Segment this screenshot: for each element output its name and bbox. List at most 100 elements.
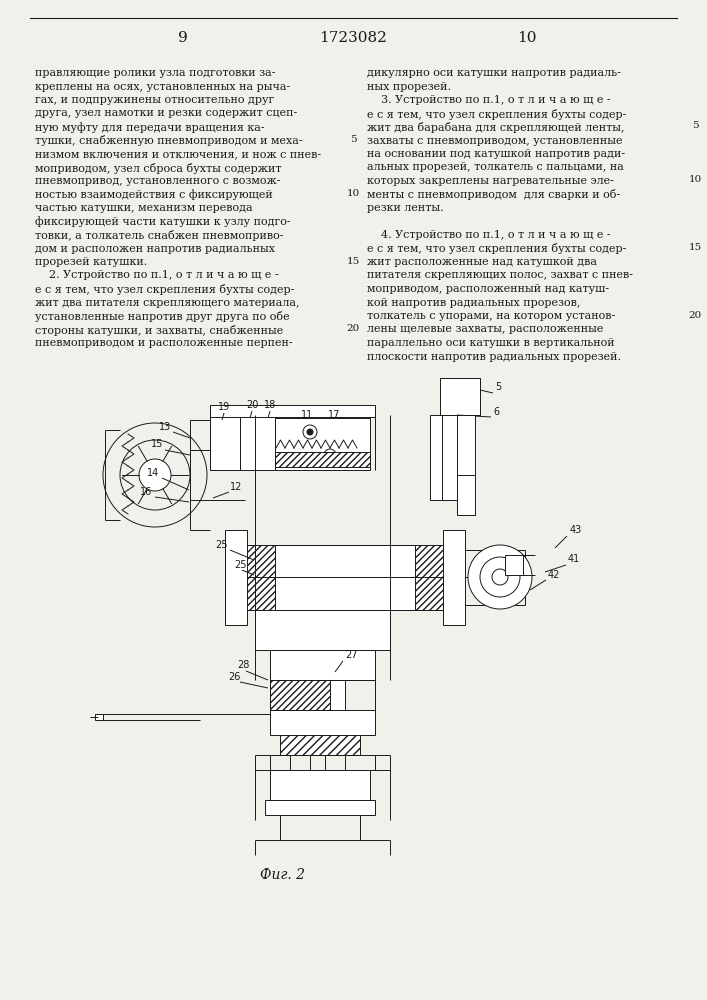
Text: жит расположенные над катушкой два: жит расположенные над катушкой два: [367, 257, 597, 267]
Bar: [240, 415, 275, 470]
Circle shape: [303, 425, 317, 439]
Text: прорезей катушки.: прорезей катушки.: [35, 257, 147, 267]
Text: 20: 20: [346, 324, 360, 333]
Text: 9: 9: [178, 31, 188, 45]
Bar: [275, 452, 370, 467]
Text: низмом включения и отключения, и нож с пнев-: низмом включения и отключения, и нож с п…: [35, 149, 321, 159]
Text: 20: 20: [689, 310, 701, 320]
Bar: [270, 710, 375, 735]
Text: 1723082: 1723082: [319, 31, 387, 45]
Bar: [440, 378, 480, 415]
Circle shape: [492, 569, 508, 585]
Text: правляющие ролики узла подготовки за-: правляющие ролики узла подготовки за-: [35, 68, 276, 78]
Text: 19: 19: [218, 402, 230, 412]
Bar: [270, 650, 375, 680]
Text: 10: 10: [346, 189, 360, 198]
Bar: [210, 405, 375, 417]
Text: друга, узел намотки и резки содержит сцеп-: друга, узел намотки и резки содержит сце…: [35, 108, 297, 118]
Circle shape: [307, 429, 313, 435]
Text: 16: 16: [140, 487, 152, 497]
Bar: [280, 735, 360, 755]
Text: моприводом, расположенный над катуш-: моприводом, расположенный над катуш-: [367, 284, 609, 294]
Text: е с я тем, что узел скрепления бухты содер-: е с я тем, что узел скрепления бухты сод…: [35, 284, 294, 295]
Text: ную муфту для передачи вращения ка-: ную муфту для передачи вращения ка-: [35, 122, 264, 133]
Text: 43: 43: [570, 525, 583, 535]
Text: параллельно оси катушки в вертикальной: параллельно оси катушки в вертикальной: [367, 338, 614, 348]
Text: гах, и подпружинены относительно друг: гах, и подпружинены относительно друг: [35, 95, 274, 105]
Text: 5: 5: [350, 135, 356, 144]
Text: е с я тем, что узел скрепления бухты содер-: е с я тем, что узел скрепления бухты сод…: [367, 108, 626, 119]
Text: пневмоприводом и расположенные перпен-: пневмоприводом и расположенные перпен-: [35, 338, 293, 348]
Text: 15: 15: [346, 256, 360, 265]
Text: 42: 42: [548, 570, 561, 580]
Text: 20: 20: [246, 400, 258, 410]
Text: ных прорезей.: ных прорезей.: [367, 82, 451, 92]
Text: 10: 10: [689, 176, 701, 184]
Text: моприводом, узел сброса бухты содержит: моприводом, узел сброса бухты содержит: [35, 162, 281, 174]
Text: жит два питателя скрепляющего материала,: жит два питателя скрепляющего материала,: [35, 298, 300, 308]
Bar: [270, 680, 375, 710]
Text: 14: 14: [147, 468, 159, 478]
Text: частью катушки, механизм перевода: частью катушки, механизм перевода: [35, 203, 252, 213]
Circle shape: [480, 557, 520, 597]
Bar: [505, 555, 523, 575]
Text: 18: 18: [264, 400, 276, 410]
Bar: [255, 610, 390, 650]
Text: 11: 11: [301, 410, 313, 420]
Text: 5: 5: [495, 382, 501, 392]
Bar: [330, 680, 345, 710]
Bar: [210, 415, 240, 470]
Text: стороны катушки, и захваты, снабженные: стороны катушки, и захваты, снабженные: [35, 324, 284, 336]
Bar: [275, 418, 370, 470]
Bar: [457, 415, 475, 475]
Text: жит два барабана для скрепляющей ленты,: жит два барабана для скрепляющей ленты,: [367, 122, 624, 133]
Text: 25: 25: [234, 560, 247, 570]
Text: на основании под катушкой напротив ради-: на основании под катушкой напротив ради-: [367, 149, 625, 159]
Text: лены щелевые захваты, расположенные: лены щелевые захваты, расположенные: [367, 324, 603, 334]
Text: которых закреплены нагревательные эле-: которых закреплены нагревательные эле-: [367, 176, 614, 186]
Text: захваты с пневмоприводом, установленные: захваты с пневмоприводом, установленные: [367, 135, 622, 145]
Text: креплены на осях, установленных на рыча-: креплены на осях, установленных на рыча-: [35, 82, 291, 92]
Text: резки ленты.: резки ленты.: [367, 203, 443, 213]
Text: альных прорезей, толкатель с пальцами, на: альных прорезей, толкатель с пальцами, н…: [367, 162, 624, 172]
Bar: [95, 714, 103, 720]
Circle shape: [468, 545, 532, 609]
Circle shape: [324, 449, 336, 461]
Text: 28: 28: [237, 660, 250, 670]
Bar: [245, 545, 275, 610]
Text: 3. Устройство по п.1, о т л и ч а ю щ е -: 3. Устройство по п.1, о т л и ч а ю щ е …: [367, 95, 611, 105]
Bar: [270, 755, 375, 770]
Bar: [270, 680, 330, 710]
Bar: [442, 415, 457, 500]
Text: 17: 17: [328, 410, 340, 420]
Bar: [430, 415, 442, 500]
Text: 27: 27: [345, 650, 358, 660]
Circle shape: [139, 459, 171, 491]
Text: 6: 6: [493, 407, 499, 417]
Circle shape: [327, 452, 332, 458]
Text: установленные напротив друг друга по обе: установленные напротив друг друга по обе: [35, 311, 290, 322]
Text: 25: 25: [216, 540, 228, 550]
Text: дом и расположен напротив радиальных: дом и расположен напротив радиальных: [35, 243, 275, 253]
Text: 4. Устройство по п.1, о т л и ч а ю щ е -: 4. Устройство по п.1, о т л и ч а ю щ е …: [367, 230, 611, 240]
Text: 2. Устройство по п.1, о т л и ч а ю щ е -: 2. Устройство по п.1, о т л и ч а ю щ е …: [35, 270, 279, 280]
Text: 12: 12: [230, 482, 243, 492]
Text: плоскости напротив радиальных прорезей.: плоскости напротив радиальных прорезей.: [367, 352, 621, 361]
Text: ностью взаимодействия с фиксирующей: ностью взаимодействия с фиксирующей: [35, 190, 273, 200]
Text: 41: 41: [568, 554, 580, 564]
Bar: [225, 530, 247, 625]
Text: фиксирующей части катушки к узлу подго-: фиксирующей части катушки к узлу подго-: [35, 217, 291, 227]
Text: е с я тем, что узел скрепления бухты содер-: е с я тем, что узел скрепления бухты сод…: [367, 243, 626, 254]
Bar: [443, 530, 465, 625]
Text: 10: 10: [518, 31, 537, 45]
Text: 15: 15: [689, 243, 701, 252]
Text: пневмопривод, установленного с возмож-: пневмопривод, установленного с возмож-: [35, 176, 281, 186]
Text: 26: 26: [228, 672, 240, 682]
Bar: [270, 770, 370, 800]
Text: 5: 5: [691, 121, 699, 130]
Text: тушки, снабженную пневмоприводом и меха-: тушки, снабженную пневмоприводом и меха-: [35, 135, 303, 146]
Text: питателя скрепляющих полос, захват с пнев-: питателя скрепляющих полос, захват с пне…: [367, 270, 633, 280]
Text: Фиг. 2: Фиг. 2: [260, 868, 305, 882]
Text: кой напротив радиальных прорезов,: кой напротив радиальных прорезов,: [367, 298, 580, 308]
Bar: [265, 800, 375, 815]
